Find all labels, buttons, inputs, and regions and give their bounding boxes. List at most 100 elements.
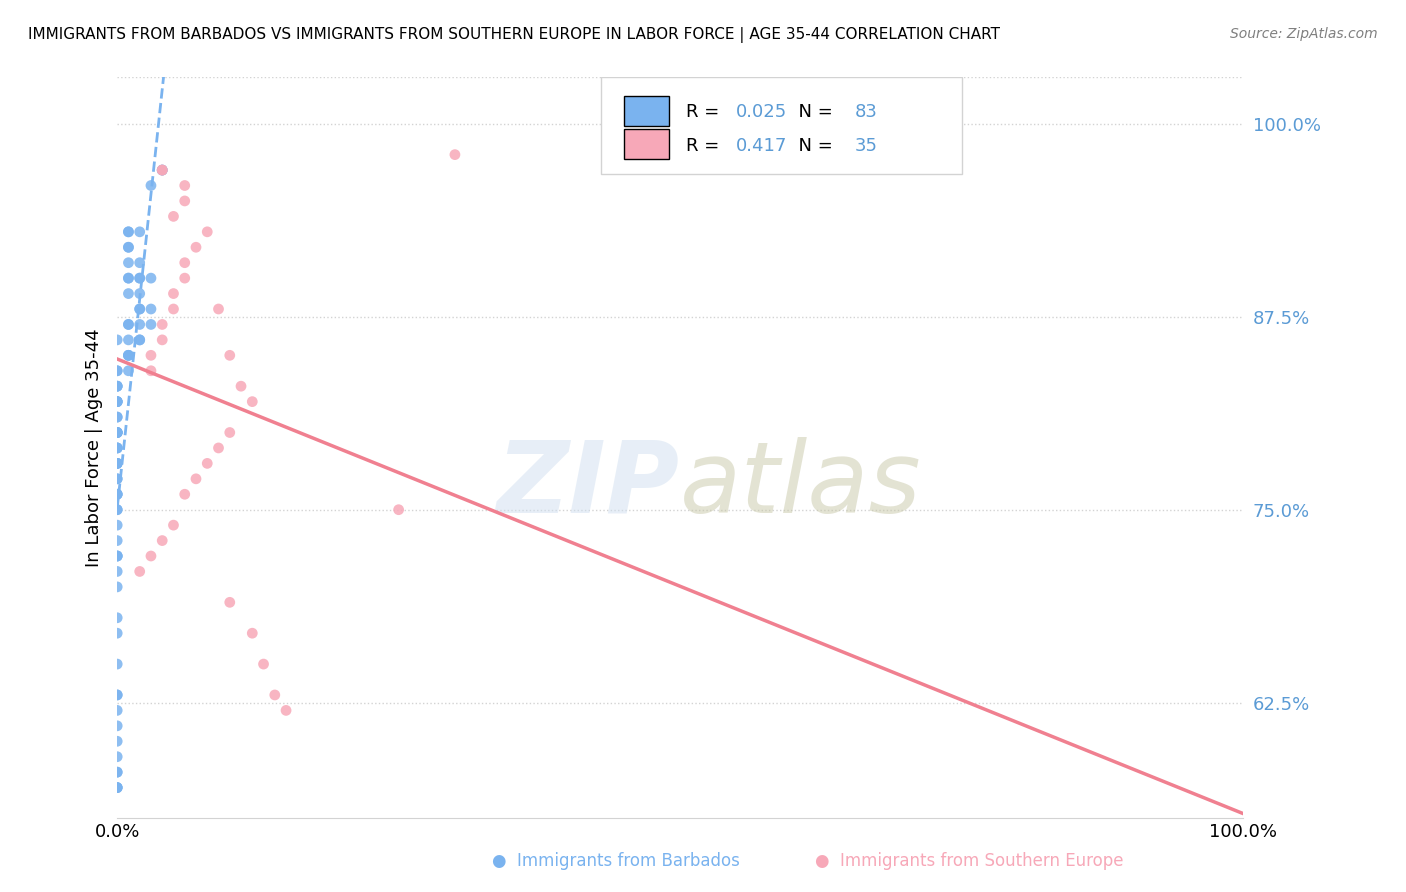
Point	[105, 425, 128, 440]
Point	[128, 286, 150, 301]
FancyBboxPatch shape	[624, 96, 669, 126]
Point	[105, 364, 128, 378]
Point	[207, 441, 229, 455]
Point	[105, 749, 128, 764]
Point	[105, 626, 128, 640]
Text: ●  Immigrants from Barbados: ● Immigrants from Barbados	[492, 852, 740, 870]
Point	[117, 256, 139, 270]
Point	[139, 178, 162, 193]
Point	[117, 348, 139, 362]
Point	[139, 271, 162, 285]
Point	[105, 780, 128, 795]
Point	[117, 271, 139, 285]
Point	[184, 240, 207, 254]
Point	[117, 318, 139, 332]
Text: atlas: atlas	[681, 436, 922, 533]
Point	[128, 301, 150, 316]
Point	[252, 657, 274, 671]
Point	[105, 364, 128, 378]
Point	[105, 379, 128, 393]
Point	[150, 333, 173, 347]
Point	[105, 410, 128, 425]
Point	[105, 425, 128, 440]
Point	[105, 441, 128, 455]
FancyBboxPatch shape	[624, 129, 669, 159]
Point	[229, 379, 252, 393]
Point	[105, 719, 128, 733]
Point	[105, 379, 128, 393]
Text: 0.417: 0.417	[737, 136, 787, 154]
Point	[105, 703, 128, 717]
Point	[105, 688, 128, 702]
Text: Source: ZipAtlas.com: Source: ZipAtlas.com	[1230, 27, 1378, 41]
Point	[139, 364, 162, 378]
Point	[162, 210, 184, 224]
Point	[128, 271, 150, 285]
Text: 35: 35	[855, 136, 877, 154]
Point	[105, 611, 128, 625]
Point	[173, 194, 195, 208]
Point	[105, 549, 128, 563]
Text: N =: N =	[787, 136, 838, 154]
Point	[105, 394, 128, 409]
Point	[117, 225, 139, 239]
Point	[150, 318, 173, 332]
Point	[117, 333, 139, 347]
Point	[128, 318, 150, 332]
Point	[240, 394, 263, 409]
Point	[105, 780, 128, 795]
Point	[105, 425, 128, 440]
Point	[218, 595, 240, 609]
Point	[105, 518, 128, 533]
Point	[117, 348, 139, 362]
Point	[117, 318, 139, 332]
Point	[162, 286, 184, 301]
Point	[105, 394, 128, 409]
Point	[117, 286, 139, 301]
Point	[128, 565, 150, 579]
Point	[388, 502, 411, 516]
Point	[105, 565, 128, 579]
Point	[105, 425, 128, 440]
Point	[128, 256, 150, 270]
Point	[139, 549, 162, 563]
Text: 0.025: 0.025	[737, 103, 787, 121]
Point	[105, 765, 128, 780]
Point	[139, 348, 162, 362]
Point	[105, 580, 128, 594]
Point	[105, 549, 128, 563]
Point	[105, 472, 128, 486]
Point	[105, 487, 128, 501]
Point	[150, 163, 173, 178]
Point	[105, 549, 128, 563]
Point	[128, 333, 150, 347]
Point	[105, 780, 128, 795]
Text: 83: 83	[855, 103, 877, 121]
Point	[128, 225, 150, 239]
Point	[150, 533, 173, 548]
Point	[173, 271, 195, 285]
Point	[105, 734, 128, 748]
Text: ●  Immigrants from Southern Europe: ● Immigrants from Southern Europe	[815, 852, 1123, 870]
Point	[139, 301, 162, 316]
Point	[105, 487, 128, 501]
Point	[105, 456, 128, 470]
Point	[105, 487, 128, 501]
Text: N =: N =	[787, 103, 838, 121]
Point	[263, 688, 285, 702]
Point	[105, 533, 128, 548]
Point	[207, 301, 229, 316]
Point	[162, 518, 184, 533]
Point	[117, 240, 139, 254]
Point	[105, 472, 128, 486]
Point	[117, 240, 139, 254]
Point	[150, 163, 173, 178]
Point	[105, 410, 128, 425]
Point	[173, 178, 195, 193]
Point	[240, 626, 263, 640]
FancyBboxPatch shape	[602, 78, 962, 174]
Point	[128, 271, 150, 285]
Point	[128, 301, 150, 316]
Point	[173, 487, 195, 501]
Point	[105, 688, 128, 702]
